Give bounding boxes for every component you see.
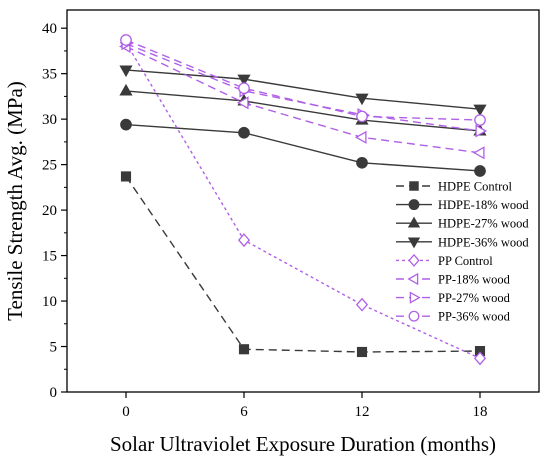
data-point (354, 130, 367, 144)
y-tick-label: 5 (50, 340, 58, 356)
series-line (125, 45, 481, 154)
series-1 (120, 118, 486, 177)
legend-item: HDPE-18% wood (396, 198, 529, 212)
data-point (355, 297, 369, 312)
x-tick-label: 18 (473, 404, 488, 420)
series-4 (119, 35, 487, 366)
legend-item: HDPE Control (396, 180, 512, 194)
series-3 (119, 65, 487, 117)
series-line (125, 39, 481, 121)
data-point (120, 171, 132, 182)
legend-label: HDPE-27% wood (438, 217, 529, 231)
y-tick-label: 20 (42, 203, 57, 219)
data-point (355, 93, 369, 106)
data-point (236, 96, 249, 110)
series-6 (121, 37, 488, 138)
legend-marker (409, 181, 419, 191)
data-point (356, 110, 368, 123)
data-point (237, 233, 251, 248)
series-line (125, 123, 481, 172)
legend-marker (407, 237, 421, 249)
x-tick-label: 6 (240, 404, 248, 420)
y-tick-label: 15 (42, 249, 57, 265)
series-layer (118, 34, 488, 366)
legend-item: HDPE-27% wood (396, 216, 529, 231)
series-line (125, 42, 481, 359)
y-tick-label: 0 (50, 385, 58, 401)
legend-marker (408, 199, 420, 211)
data-point (474, 114, 486, 126)
legend-item: PP Control (396, 253, 493, 268)
legend-item: HDPE-36% wood (396, 235, 529, 249)
legend-marker (408, 253, 420, 267)
plot-frame (66, 9, 540, 393)
legend-item: PP-18% wood (396, 273, 511, 287)
data-point (238, 126, 250, 139)
series-line (125, 176, 481, 353)
legend-label: PP-18% wood (438, 273, 511, 287)
x-tick-label: 0 (122, 404, 130, 420)
series-line (125, 90, 481, 132)
series-5 (118, 39, 485, 160)
y-tick-label: 35 (42, 67, 57, 83)
y-tick-label: 30 (42, 112, 57, 128)
legend-label: HDPE-18% wood (438, 198, 529, 212)
legend-marker (408, 310, 420, 322)
legend-item: PP-36% wood (396, 310, 511, 324)
series-7 (120, 34, 486, 126)
data-point (238, 82, 250, 95)
series-0 (120, 171, 486, 358)
data-point (119, 83, 133, 96)
data-point (120, 34, 132, 46)
axis-ticks: 0 6 12 18 0 5 10 15 20 25 30 35 40 (42, 21, 488, 420)
data-point (120, 118, 132, 131)
x-tick-label: 12 (355, 404, 370, 420)
legend-marker (407, 272, 419, 286)
y-axis-title: Tensile Strength Avg. (MPa) (3, 81, 27, 321)
data-point (356, 156, 368, 169)
x-axis-title: Solar Ultraviolet Exposure Duration (mon… (110, 432, 496, 456)
legend-label: HDPE Control (438, 180, 512, 194)
legend-label: HDPE-36% wood (438, 235, 529, 249)
data-point (237, 74, 251, 87)
data-point (472, 146, 485, 160)
data-point (475, 124, 488, 138)
data-point (473, 104, 487, 117)
legend: HDPE Control HDPE-18% wood HDPE-27% wood HD… (396, 180, 529, 324)
data-point (119, 65, 133, 78)
data-point (356, 346, 368, 358)
legend-item: PP-27% wood (396, 291, 511, 305)
legend-marker (407, 216, 421, 228)
legend-label: PP-36% wood (438, 310, 511, 324)
data-point (474, 165, 486, 177)
legend-marker (409, 291, 421, 304)
y-tick-label: 40 (42, 21, 57, 37)
data-point (473, 351, 487, 366)
legend-label: PP-27% wood (438, 291, 511, 305)
y-tick-label: 25 (42, 158, 57, 174)
data-point (238, 344, 250, 355)
y-tick-label: 10 (42, 294, 57, 310)
legend-label: PP Control (438, 254, 493, 268)
